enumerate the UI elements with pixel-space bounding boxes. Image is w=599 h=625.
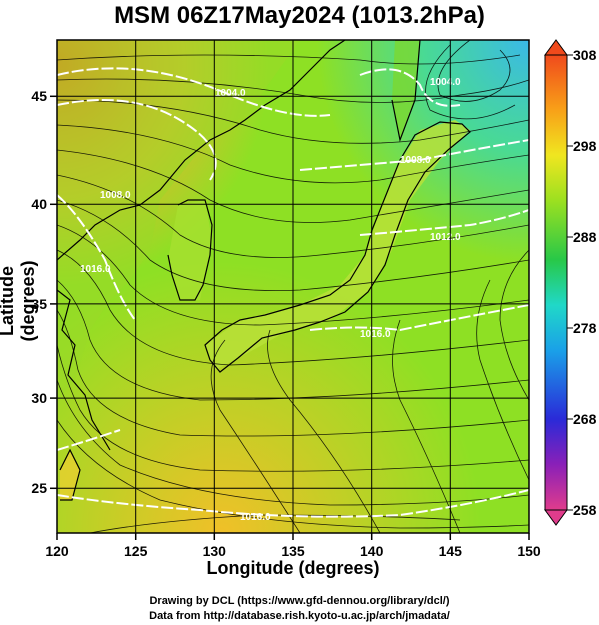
colorbar-tick-label: 288 <box>573 229 597 245</box>
x-tick-label: 145 <box>439 543 463 559</box>
sakhalin <box>392 40 420 140</box>
graticule <box>57 40 529 533</box>
map-title: MSM 06Z17May2024 (1013.2hPa) <box>114 2 485 29</box>
contour-label: 1008.0 <box>400 155 431 166</box>
y-tick-label: 35 <box>31 296 47 312</box>
colorbar-tick-label: 298 <box>573 138 597 154</box>
credit-drawing: Drawing by DCL (https://www.gfd-dennou.o… <box>149 595 450 607</box>
japan-islands <box>205 120 470 370</box>
colorbar-tick-label: 308 <box>573 47 597 63</box>
x-tick-label: 150 <box>517 543 541 559</box>
colorbar-tick-label: 268 <box>573 411 597 427</box>
x-tick-label: 135 <box>281 543 305 559</box>
y-tick-label: 30 <box>31 390 47 406</box>
contour-label: 1016.0 <box>80 264 111 275</box>
contour-label: 1016.0 <box>240 512 271 523</box>
wind-streamlines <box>57 40 529 533</box>
colorbar-tick-label: 278 <box>573 320 597 336</box>
isobar-labels: 1004.0 1004.0 1008.0 1008.0 1012.0 1016.… <box>80 77 461 523</box>
x-tick-label: 120 <box>45 543 69 559</box>
axis-ticks <box>50 95 530 540</box>
x-tick-label: 125 <box>124 543 148 559</box>
contour-label: 1004.0 <box>215 88 246 99</box>
y-axis-label: Latitude (degrees) <box>0 260 38 342</box>
colorbar-min-arrow <box>544 509 568 526</box>
isobars <box>57 67 529 518</box>
x-tick-label: 130 <box>203 543 227 559</box>
colorbar: 308 298 288 278 268 258 <box>544 39 597 526</box>
y-tick-label: 40 <box>31 196 47 212</box>
credit-data: Data from http://database.rish.kyoto-u.a… <box>149 610 450 622</box>
contour-label: 1016.0 <box>360 329 391 340</box>
colorbar-tick-label: 258 <box>573 502 597 518</box>
contour-label: 1008.0 <box>100 190 131 201</box>
x-tick-label: 140 <box>360 543 384 559</box>
colorbar-max-arrow <box>544 39 568 56</box>
contour-label: 1004.0 <box>430 77 461 88</box>
asia-mainland <box>57 40 300 400</box>
map-field: 1004.0 1004.0 1008.0 1008.0 1012.0 1016.… <box>57 40 529 533</box>
contour-label: 1012.0 <box>430 232 461 243</box>
y-tick-label: 45 <box>31 88 47 104</box>
y-tick-label: 25 <box>31 480 47 496</box>
x-axis-label: Longitude (degrees) <box>206 558 380 578</box>
